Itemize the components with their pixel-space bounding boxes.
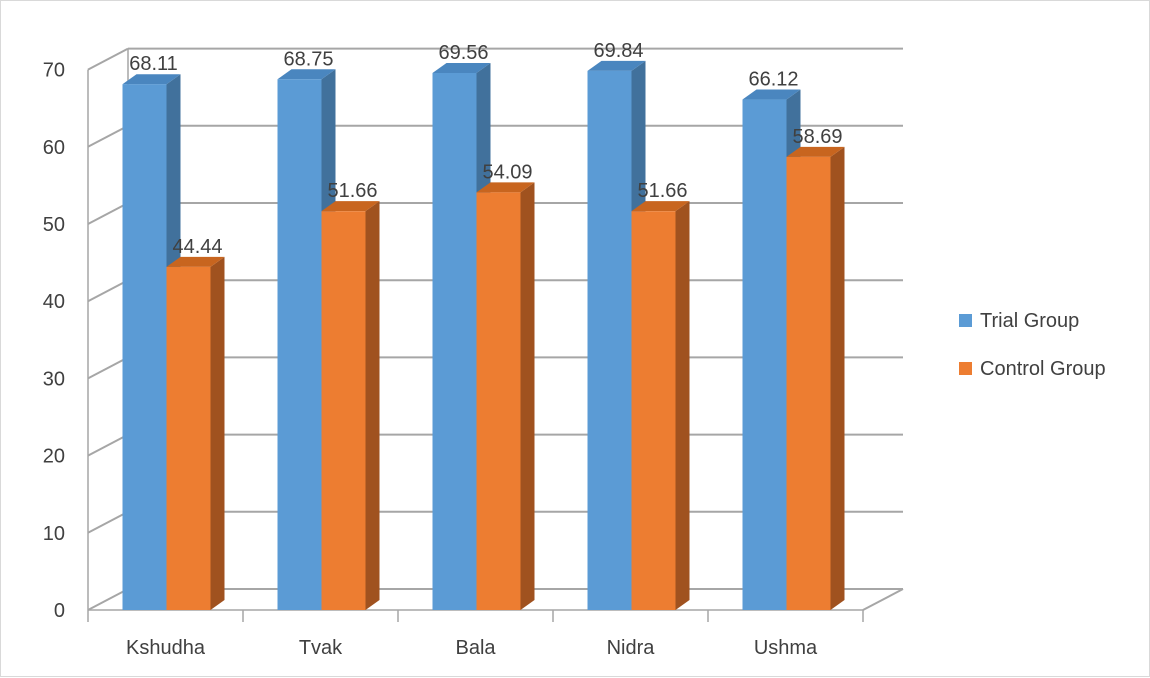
bar-top bbox=[122, 74, 181, 85]
bar-front bbox=[122, 84, 167, 611]
bar-side bbox=[210, 256, 225, 610]
bar-side bbox=[830, 146, 845, 610]
x-tick-label: Tvak bbox=[299, 637, 343, 659]
bar-control-group-kshudha bbox=[166, 256, 225, 610]
gridline-depth-70 bbox=[87, 47, 129, 71]
bar-front bbox=[587, 70, 632, 610]
bar-front bbox=[166, 266, 211, 610]
data-label: 44.44 bbox=[172, 236, 222, 258]
legend-label: Control Group bbox=[980, 358, 1106, 380]
x-tick-label: Kshudha bbox=[126, 637, 206, 659]
gridline-depth-10 bbox=[87, 510, 129, 534]
bar-front bbox=[631, 211, 676, 610]
data-label: 51.66 bbox=[637, 180, 687, 202]
bar-top bbox=[742, 89, 801, 100]
data-label: 68.75 bbox=[283, 48, 333, 70]
bar-top bbox=[277, 69, 336, 80]
data-label: 66.12 bbox=[748, 69, 798, 91]
bar-front bbox=[742, 99, 787, 611]
bar-side bbox=[675, 201, 690, 610]
gridline-depth-50 bbox=[87, 202, 129, 225]
bar-control-group-nidra bbox=[631, 201, 690, 610]
gridline-depth-0 bbox=[87, 588, 129, 611]
gridline-depth-30 bbox=[87, 356, 129, 380]
gridline-depth-40 bbox=[87, 279, 129, 303]
data-label: 68.11 bbox=[129, 53, 178, 75]
y-tick-label: 0 bbox=[54, 600, 65, 622]
legend: Trial Group Control Group bbox=[959, 310, 1106, 380]
y-tick-label: 20 bbox=[43, 446, 65, 468]
x-tick-label: Nidra bbox=[607, 637, 656, 659]
bar-control-group-tvak bbox=[321, 201, 380, 610]
data-label: 69.84 bbox=[593, 40, 643, 62]
bar-side bbox=[520, 182, 535, 610]
y-tick-label: 30 bbox=[43, 368, 65, 390]
bar-top bbox=[476, 182, 535, 193]
bar-control-group-bala bbox=[476, 182, 535, 610]
y-tick-label: 60 bbox=[43, 137, 65, 159]
bar-top bbox=[166, 256, 225, 267]
x-tick-label: Bala bbox=[455, 637, 496, 659]
data-label: 51.66 bbox=[327, 180, 377, 202]
y-tick-label: 70 bbox=[43, 60, 65, 82]
data-labels: 68.11 68.75 69.56 69.84 66.12 44.44 51.66 54.09… bbox=[129, 40, 842, 258]
y-tick-label: 50 bbox=[43, 214, 65, 236]
bar-side bbox=[365, 201, 380, 610]
bar-front bbox=[321, 211, 366, 610]
bars bbox=[122, 60, 845, 611]
data-label: 69.56 bbox=[438, 42, 488, 64]
legend-label: Trial Group bbox=[980, 310, 1079, 332]
data-label: 58.69 bbox=[792, 126, 842, 148]
gridline-depth-60 bbox=[87, 124, 129, 148]
bar-front bbox=[476, 192, 521, 610]
legend-swatch bbox=[959, 362, 972, 375]
y-tick-label: 40 bbox=[43, 291, 65, 313]
floor-edge bbox=[862, 588, 904, 611]
y-tick-label: 10 bbox=[43, 523, 65, 545]
gridline-depth-20 bbox=[87, 433, 129, 457]
bar-front bbox=[432, 72, 477, 610]
bar-control-group-ushma bbox=[786, 146, 845, 610]
bar-front bbox=[786, 156, 831, 610]
bar-top bbox=[786, 146, 845, 157]
bar-top bbox=[587, 60, 646, 71]
bar-top bbox=[631, 201, 690, 212]
x-tick-label: Ushma bbox=[754, 637, 818, 659]
bar-front bbox=[277, 79, 322, 610]
data-label: 54.09 bbox=[482, 161, 532, 183]
bar-top bbox=[321, 201, 380, 212]
legend-swatch bbox=[959, 314, 972, 327]
bar-top bbox=[432, 62, 491, 73]
